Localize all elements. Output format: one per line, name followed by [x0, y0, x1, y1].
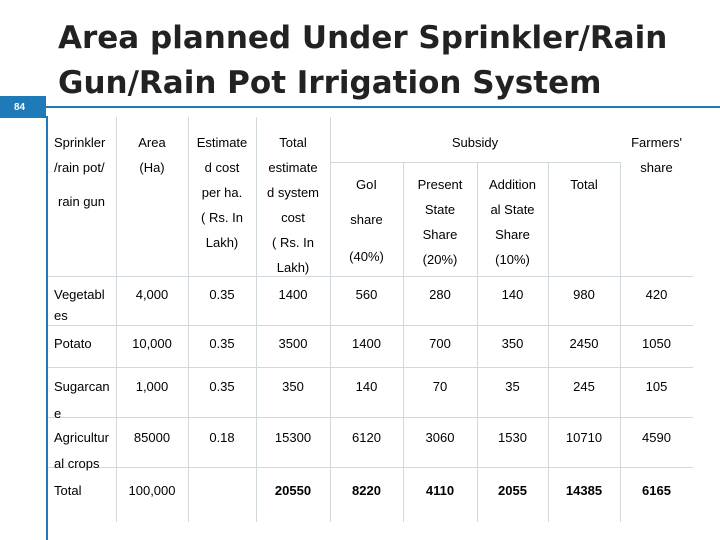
row-area: 85000: [133, 430, 171, 445]
row-addition: 35: [505, 379, 520, 394]
grid-line: [620, 162, 621, 522]
row-addition: 1530: [498, 430, 527, 445]
header-goi-line3: (40%): [349, 249, 384, 264]
row-goi: 8220: [352, 483, 381, 498]
header-state-line4: (20%): [422, 252, 458, 267]
row-goi: 1400: [352, 336, 381, 351]
header-total-line5: ( Rs. In: [272, 235, 314, 250]
grid-line: [330, 117, 331, 522]
header-estimate-line5: Lakh): [205, 235, 239, 250]
row-farmers: 1050: [642, 336, 671, 351]
row-state: 4110: [425, 483, 455, 498]
row-state: 3060: [425, 430, 455, 445]
grid-line: [48, 367, 693, 368]
row-subsidy-total: 245: [573, 379, 595, 394]
header-type-line3: rain gun: [58, 194, 105, 209]
title-divider: [46, 106, 720, 108]
grid-line: [48, 325, 693, 326]
grid-line: [116, 117, 117, 522]
row-addition: 140: [501, 287, 524, 302]
header-subsidy: Subsidy: [451, 135, 499, 150]
header-type-line2: /rain pot/: [54, 160, 105, 175]
header-addition-line1: Addition: [489, 177, 536, 192]
row-subsidy-total: 2450: [569, 336, 599, 351]
grid-line: [48, 276, 693, 277]
row-total: 3500: [278, 336, 308, 351]
row-estimate: 0.18: [209, 430, 235, 445]
grid-line: [403, 162, 404, 522]
header-total-line1: Total: [279, 135, 307, 150]
row-farmers: 105: [645, 379, 668, 394]
header-farmers-line2: share: [640, 160, 673, 175]
header-estimate-line4: ( Rs. In: [201, 210, 243, 225]
grid-line: [48, 417, 693, 418]
left-accent-line: [46, 116, 48, 540]
header-farmers-line1: Farmers': [631, 135, 682, 150]
row-farmers: 420: [645, 287, 668, 302]
row-subsidy-total: 14385: [565, 483, 603, 498]
row-farmers: 4590: [642, 430, 671, 445]
header-state-line2: State: [424, 202, 456, 217]
row-crop-line2: es: [54, 308, 68, 323]
row-crop-line2: al crops: [54, 456, 100, 471]
row-subsidy-total: 10710: [565, 430, 603, 445]
header-type-line1: Sprinkler: [54, 135, 106, 150]
header-state-line1: Present: [417, 177, 463, 192]
row-subsidy-total: 980: [573, 287, 595, 302]
row-crop-line2: e: [54, 406, 62, 421]
row-crop-line1: Sugarcan: [54, 379, 110, 394]
slide-number-badge: 84: [0, 96, 46, 118]
header-goi-line1: GoI: [356, 177, 377, 192]
header-estimate-line2: d cost: [204, 160, 240, 175]
header-subsidy-total: Total: [570, 177, 598, 192]
slide-number: 84: [14, 101, 26, 113]
grid-line: [188, 117, 189, 522]
subsidy-table: Sprinkler /rain pot/ rain gun Area (Ha) …: [48, 117, 693, 522]
header-estimate-line1: Estimate: [196, 135, 248, 150]
header-estimate-line3: per ha.: [201, 185, 243, 200]
row-state: 700: [429, 336, 451, 351]
row-estimate: 0.35: [209, 336, 235, 351]
row-total: 15300: [274, 430, 312, 445]
grid-line: [477, 162, 478, 522]
row-state: 280: [429, 287, 451, 302]
row-farmers: 6165: [642, 483, 671, 498]
grid-line: [548, 162, 549, 522]
row-crop-line1: Total: [54, 483, 82, 498]
row-goi: 140: [355, 379, 378, 394]
header-addition-line4: (10%): [495, 252, 530, 267]
header-area-line2: (Ha): [139, 160, 165, 175]
header-goi-line2: share: [350, 212, 383, 227]
row-state: 70: [432, 379, 448, 394]
row-total: 1400: [278, 287, 308, 302]
row-addition: 2055: [498, 483, 527, 498]
row-total: 350: [282, 379, 304, 394]
row-area: 100,000: [128, 483, 176, 498]
header-total-line3: d system: [266, 185, 319, 200]
row-addition: 350: [501, 336, 524, 351]
header-state-line3: Share: [422, 227, 458, 242]
row-total: 20550: [274, 483, 312, 498]
header-total-line2: estimate: [268, 160, 318, 175]
grid-line: [256, 117, 257, 522]
header-area-line1: Area: [138, 135, 166, 150]
row-estimate: 0.35: [209, 379, 235, 394]
header-addition-line2: al State: [490, 202, 535, 217]
row-area: 10,000: [132, 336, 172, 351]
row-area: 1,000: [135, 379, 169, 394]
row-estimate: 0.35: [209, 287, 235, 302]
row-area: 4,000: [135, 287, 169, 302]
row-crop-line1: Potato: [54, 336, 92, 351]
row-crop-line1: Vegetabl: [54, 287, 105, 302]
row-crop-line1: Agricultur: [54, 430, 109, 445]
header-addition-line3: Share: [495, 227, 530, 242]
grid-line: [330, 162, 620, 163]
header-total-line4: cost: [281, 210, 305, 225]
row-goi: 560: [355, 287, 378, 302]
slide-title: Area planned Under Sprinkler/Rain Gun/Ra…: [58, 20, 668, 101]
header-total-line6: Lakh): [276, 260, 310, 275]
row-goi: 6120: [352, 430, 381, 445]
grid-line: [48, 467, 693, 468]
